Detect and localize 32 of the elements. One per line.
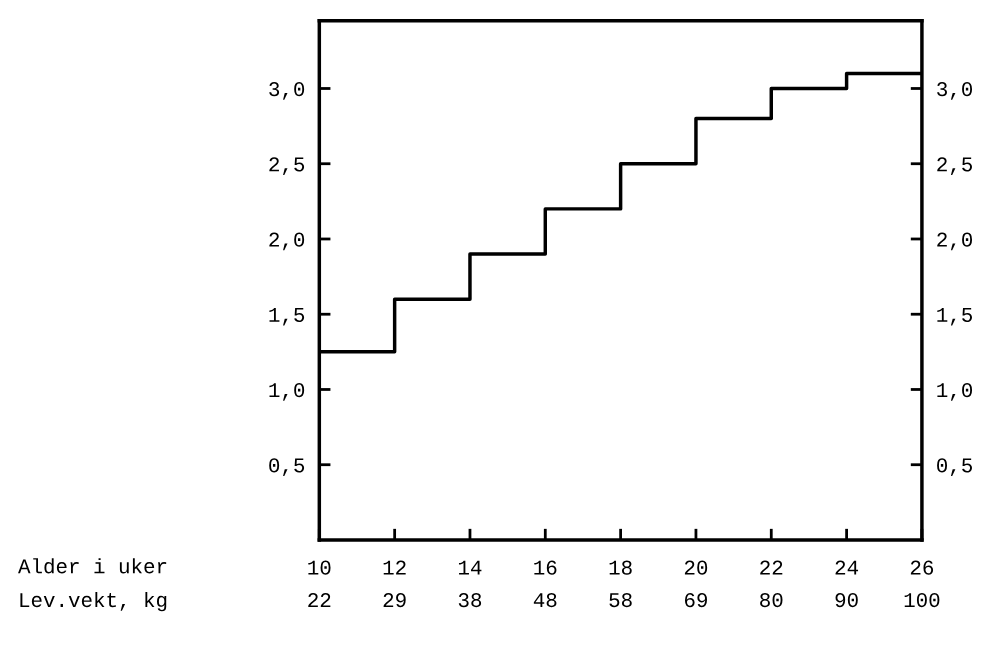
y2-tick-label: 0,5 xyxy=(937,458,972,476)
y2-tick-label: 3,0 xyxy=(937,82,973,100)
y-tick-label: 1,0 xyxy=(269,383,305,401)
y2-tick-label: 2,5 xyxy=(937,157,972,175)
text: 48 xyxy=(533,593,557,608)
y-tick-label: 2,5 xyxy=(269,157,305,175)
y2-tick-label: 1,5 xyxy=(937,308,972,326)
x2-axis-title: Lev.vekt, kg xyxy=(20,591,167,612)
text: 22 xyxy=(308,593,331,607)
x-tick-label: 18 xyxy=(609,560,632,575)
text: 80 xyxy=(760,593,783,608)
text: 100 xyxy=(904,593,940,608)
text: 90 xyxy=(835,593,858,608)
y-tick-label: 0,5 xyxy=(269,458,305,476)
text: 58 xyxy=(609,593,632,608)
x-axis-title: Alder i uker xyxy=(18,558,167,574)
x-tick-label: 26 xyxy=(910,560,934,575)
y-tick-label: 1,5 xyxy=(269,308,305,326)
x-tick-label: 14 xyxy=(458,560,482,575)
text: 69 xyxy=(684,593,707,608)
x-tick-label: 24 xyxy=(835,560,859,575)
y2-tick-label: 1,0 xyxy=(937,383,973,401)
x-tick-label: 16 xyxy=(534,560,557,575)
y-tick-label: 3,0 xyxy=(269,82,305,100)
text: 38 xyxy=(458,593,482,608)
y2-tick-label: 2,0 xyxy=(937,232,973,251)
y-tick-label: 2,0 xyxy=(269,232,305,251)
text: 29 xyxy=(383,593,406,608)
x-tick-label: 10 xyxy=(308,560,331,575)
x-tick-label: 22 xyxy=(760,560,783,575)
x-tick-label: 12 xyxy=(383,560,406,575)
x-tick-label: 20 xyxy=(684,560,708,575)
